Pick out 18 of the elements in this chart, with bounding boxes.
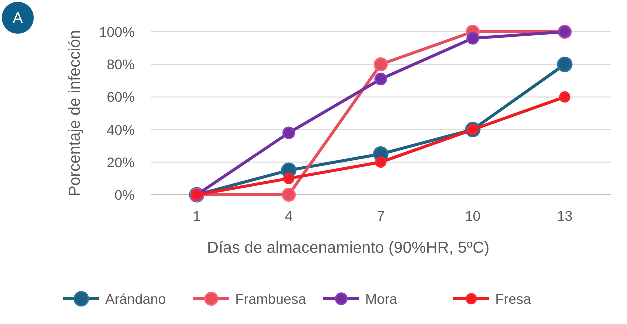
- x-tick-label: 1: [193, 208, 202, 224]
- x-tick-label: 13: [557, 208, 573, 224]
- text: A: [12, 10, 24, 27]
- legend-label: Mora: [366, 291, 398, 307]
- y-tick-label: 80%: [106, 56, 135, 73]
- y-tick-label: 20%: [106, 154, 135, 170]
- x-tick-label: 10: [465, 208, 481, 224]
- legend-label: Frambuesa: [236, 291, 307, 307]
- legend-label: Arándano: [106, 291, 166, 307]
- y-tick-label: 60%: [106, 89, 135, 106]
- x-axis-title: Días de almacenamiento (90%HR, 5ºC): [207, 240, 490, 257]
- legend-label: Fresa: [496, 291, 532, 307]
- x-tick-label: 4: [285, 208, 294, 224]
- y-tick-label: 100%: [99, 24, 135, 40]
- y-axis-title: Porcentaje de infección: [67, 30, 84, 197]
- y-tick-label: 0%: [114, 187, 135, 203]
- x-tick-label: 7: [377, 208, 386, 224]
- y-tick-label: 40%: [106, 122, 135, 138]
